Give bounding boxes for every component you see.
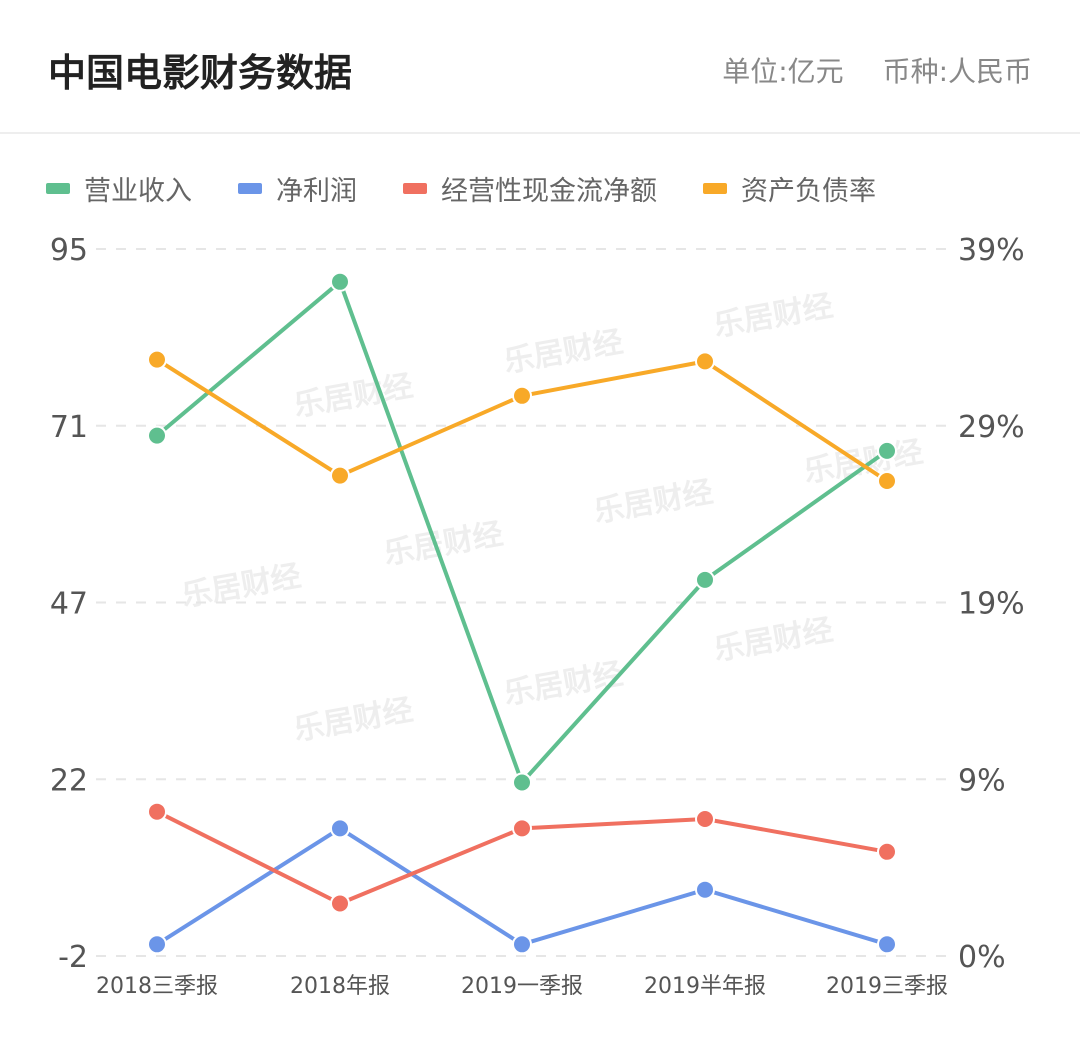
legend-label-debt-ratio: 资产负债率 [741,175,876,207]
watermark-text: 乐居财经 [179,559,303,614]
data-point-revenue[interactable] [877,440,897,461]
x-axis-tick-label: 2018三季报 [96,974,218,999]
data-point-net-profit[interactable] [330,818,350,839]
data-point-debt-ratio[interactable] [330,465,350,486]
right-axis-ticks: 39% 29% 19% 9% 0% [958,233,1025,975]
right-axis-tick-label: 39% [958,233,1025,268]
data-point-net-profit[interactable] [512,934,532,955]
legend-swatch-net-profit [238,182,262,194]
data-point-debt-ratio[interactable] [147,349,167,370]
data-point-revenue[interactable] [147,425,167,446]
data-point-operating-cash-flow[interactable] [147,801,167,822]
data-point-debt-ratio[interactable] [695,351,715,372]
right-axis-tick-label: 0% [958,940,1006,975]
left-axis-tick-label: 71 [50,410,88,445]
legend-swatch-revenue [46,182,70,194]
watermark-text: 乐居财经 [291,369,415,424]
legend-swatch-debt-ratio [703,182,727,194]
x-axis-tick-label: 2019半年报 [644,974,766,999]
watermark-text: 乐居财经 [291,693,415,748]
watermark-text: 乐居财经 [501,657,625,712]
data-point-operating-cash-flow[interactable] [695,809,715,829]
data-point-revenue[interactable] [512,772,532,793]
watermark-text: 乐居财经 [591,475,715,530]
watermark-text: 乐居财经 [801,435,925,490]
watermark-text: 乐居财经 [501,325,625,380]
data-point-operating-cash-flow[interactable] [877,841,897,862]
left-axis-tick-label: 22 [50,763,88,798]
data-point-net-profit[interactable] [147,934,167,955]
data-point-debt-ratio[interactable] [877,471,897,491]
series-line-net-profit [155,826,889,947]
legend-swatch-operating-cash-flow [403,182,427,194]
unit-label: 单位:亿元 [722,55,844,88]
watermark-text: 乐居财经 [711,613,835,668]
data-point-net-profit[interactable] [877,934,897,955]
legend-label-revenue: 营业收入 [84,175,192,207]
left-axis-tick-label: -2 [58,940,88,975]
legend-item-net-profit[interactable]: 净利润 [238,169,357,208]
data-point-operating-cash-flow[interactable] [330,893,350,914]
data-point-revenue[interactable] [695,569,715,590]
right-axis-tick-label: 9% [958,763,1006,798]
legend-label-operating-cash-flow: 经营性现金流净额 [441,175,657,207]
legend-label-net-profit: 净利润 [276,175,357,207]
data-point-net-profit[interactable] [695,879,715,900]
watermark-text: 乐居财经 [711,289,835,344]
series-line-debt-ratio [155,357,889,483]
chart-title: 中国电影财务数据 [48,51,353,95]
unit-info: 单位:亿元 币种:人民币 [722,50,1032,90]
x-axis-tick-label: 2019三季报 [826,974,948,999]
left-axis-ticks: 95 71 47 22 -2 [50,233,88,975]
legend-item-operating-cash-flow[interactable]: 经营性现金流净额 [403,169,657,208]
x-axis-tick-label: 2018年报 [290,974,390,999]
right-axis-tick-label: 19% [958,587,1025,622]
currency-label: 币种:人民币 [882,55,1032,88]
x-axis-ticks: 2018三季报 2018年报 2019一季报 2019半年报 2019三季报 [96,974,948,999]
series-layer [147,271,897,955]
left-axis-tick-label: 47 [50,587,88,622]
data-point-operating-cash-flow[interactable] [512,818,532,839]
x-axis-tick-label: 2019一季报 [461,974,583,999]
chart-legend: 营业收入 净利润 经营性现金流净额 资产负债率 [46,168,922,208]
legend-item-revenue[interactable]: 营业收入 [46,169,192,208]
data-point-revenue[interactable] [330,271,350,292]
left-axis-tick-label: 95 [50,233,88,268]
legend-item-debt-ratio[interactable]: 资产负债率 [703,169,876,208]
chart-header: 中国电影财务数据 单位:亿元 币种:人民币 [0,0,1080,134]
data-point-debt-ratio[interactable] [512,385,532,406]
right-axis-tick-label: 29% [958,410,1025,445]
